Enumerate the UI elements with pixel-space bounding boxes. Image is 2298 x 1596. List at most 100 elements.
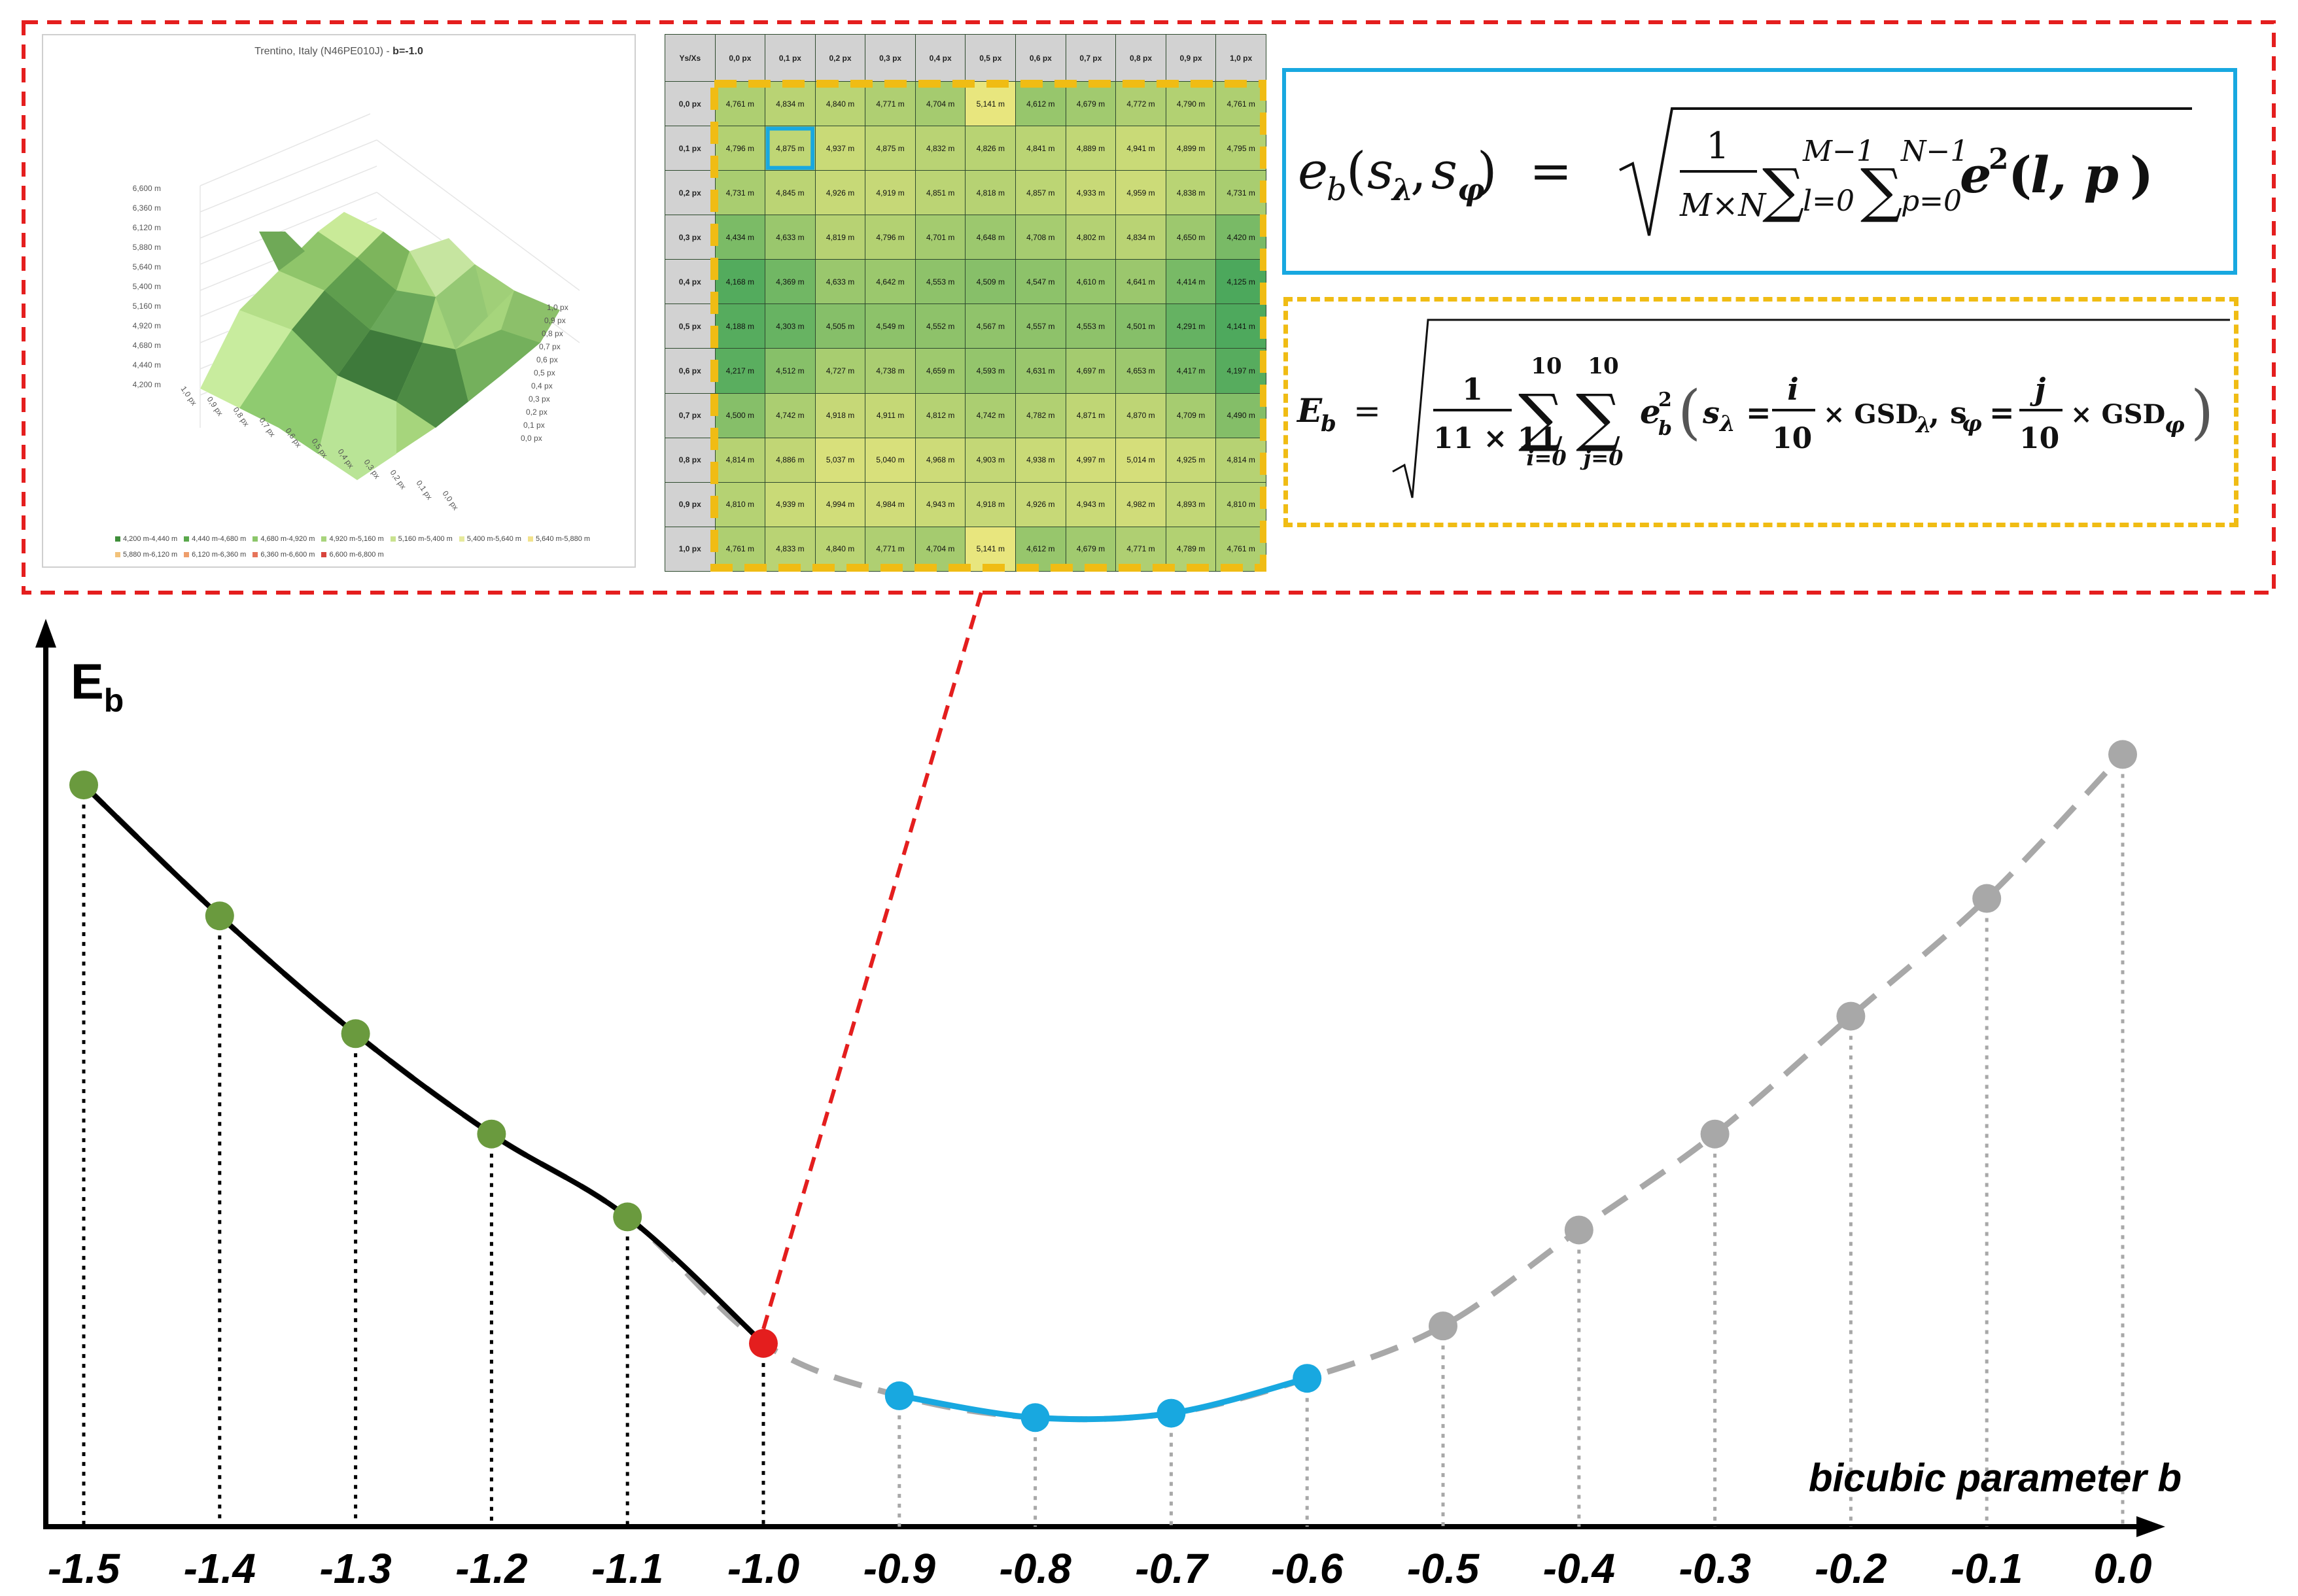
grid-cell: 4,845 m xyxy=(765,170,816,216)
surface-x-tick: 1,0 px xyxy=(547,303,568,312)
surface-plot: 6,600 m 6,360 m 6,120 m 5,880 m 5,640 m 5,400… xyxy=(133,113,580,512)
grid-row: 0,6 px 4,217 m 4,512 m 4,727 m 4,738 m 4,659 … xyxy=(665,348,1266,394)
grid-cell: 4,490 m xyxy=(1215,392,1266,438)
surface-y-tick: 0,1 px xyxy=(415,479,434,502)
data-point-grey xyxy=(2108,740,2137,769)
grid-cell: 4,567 m xyxy=(965,304,1017,349)
surface-x-tick: 0,2 px xyxy=(526,408,548,417)
legend-entry: 4,200 m-4,440 m xyxy=(115,531,177,547)
x-tick-label: -1.4 xyxy=(184,1545,256,1592)
grid-cell: 4,593 m xyxy=(965,348,1017,394)
legend-entry: 4,440 m-4,680 m xyxy=(184,531,246,547)
x-tick-label: -0.8 xyxy=(999,1545,1071,1592)
x-tick-label: -1.2 xyxy=(455,1545,527,1592)
interpolated-curve-dashed xyxy=(81,752,2125,1423)
grid-cell: 4,959 m xyxy=(1115,170,1166,216)
x-tick-label: -0.9 xyxy=(863,1545,936,1592)
Eb-formula-box: E b = 1 11 × 11 10 ∑ i=0 10 ∑ j=0 e 2 b … xyxy=(1283,297,2238,527)
legend-swatch xyxy=(527,536,533,542)
legend-entry: 5,640 m-5,880 m xyxy=(527,531,590,547)
x-tick-label: -0.7 xyxy=(1135,1545,1210,1592)
grid-cell: 4,886 m xyxy=(765,437,816,483)
grid-cell: 4,641 m xyxy=(1115,259,1166,305)
surface-x-tick: 0,9 px xyxy=(544,316,566,325)
surface-z-tick: 5,400 m xyxy=(133,282,161,291)
data-points xyxy=(69,740,2137,1432)
grid-cell: 4,704 m xyxy=(914,526,966,572)
grid-cell: 4,926 m xyxy=(814,170,866,216)
svg-text:j=0: j=0 xyxy=(1580,445,1624,470)
grid-cell: 4,742 m xyxy=(965,392,1017,438)
inset-frame xyxy=(22,20,2276,595)
grid-cell: 4,893 m xyxy=(1165,481,1217,527)
x-tick-label: -0.6 xyxy=(1271,1545,1344,1592)
grid-cell: 4,633 m xyxy=(814,259,866,305)
svg-text:(: ( xyxy=(1346,142,1366,201)
surface-x-tick: 0,8 px xyxy=(542,329,563,338)
grid-cell: 4,708 m xyxy=(1015,215,1066,260)
grid-cell: 4,939 m xyxy=(765,481,816,527)
grid-cell: 4,918 m xyxy=(814,392,866,438)
surface-z-tick: 6,120 m xyxy=(133,223,161,232)
surface-z-tick: 4,200 m xyxy=(133,380,161,389)
grid-cell: 4,826 m xyxy=(965,126,1017,171)
grid-row: 0,7 px 4,500 m 4,742 m 4,918 m 4,911 m 4,812 … xyxy=(665,392,1266,438)
legend-entry: 6,360 m-6,600 m xyxy=(252,547,315,563)
data-point-green xyxy=(205,901,234,931)
grid-cell: 4,938 m xyxy=(1015,437,1066,483)
x-tick-label: -0.2 xyxy=(1815,1545,1887,1592)
surface-x-tick: 0,3 px xyxy=(529,394,550,404)
svg-text:λ: λ xyxy=(1915,412,1932,438)
grid-cell: 4,818 m xyxy=(965,170,1017,216)
grid-cell: 4,761 m xyxy=(1215,526,1266,572)
surface-y-tick: 0,0 px xyxy=(441,489,461,512)
grid-cell: 4,761 m xyxy=(714,526,766,572)
svg-text:1: 1 xyxy=(1462,372,1483,407)
x-axis-label: bicubic parameter b xyxy=(1809,1456,2182,1500)
grid-cell: 4,631 m xyxy=(1015,348,1066,394)
surface-y-tick: 1,0 px xyxy=(179,385,199,408)
grid-cell: 4,553 m xyxy=(914,259,966,305)
grid-cell: 4,984 m xyxy=(865,481,916,527)
legend-entry: 5,160 m-5,400 m xyxy=(390,531,453,547)
grid-cell: 4,610 m xyxy=(1065,259,1117,305)
data-point-grey xyxy=(1836,1001,1866,1031)
legend-swatch xyxy=(321,536,327,542)
data-point-grey xyxy=(1564,1215,1593,1245)
legend-swatch xyxy=(115,552,120,558)
grid-cell: 4,417 m xyxy=(1165,348,1217,394)
grid-corner-header: Ys/Xs xyxy=(665,34,716,82)
grid-cell: 4,796 m xyxy=(865,215,916,260)
grid-row-header: 1,0 px xyxy=(665,526,716,572)
grid-cell: 4,188 m xyxy=(714,304,766,349)
grid-cell: 4,291 m xyxy=(1165,304,1217,349)
curves xyxy=(81,752,2125,1423)
x-tick-label: -1.3 xyxy=(319,1545,391,1592)
svg-text:b: b xyxy=(1321,411,1336,437)
grid-col-header: 0,5 px xyxy=(965,34,1017,82)
surface-x-tick: 0,7 px xyxy=(539,342,561,351)
legend-swatch xyxy=(252,552,258,558)
svg-text:11 × 11: 11 × 11 xyxy=(1433,422,1558,455)
surface-x-tick: 0,0 px xyxy=(521,434,542,443)
svg-text:2: 2 xyxy=(1989,143,2009,176)
grid-cell: 4,841 m xyxy=(1015,126,1066,171)
surface-z-tick: 4,920 m xyxy=(133,321,161,330)
svg-text:2: 2 xyxy=(1658,389,1672,411)
grid-cell: 4,899 m xyxy=(1165,126,1217,171)
svg-text:e: e xyxy=(1960,146,1991,204)
svg-text:e: e xyxy=(1640,392,1661,431)
legend-entry: 6,600 m-6,800 m xyxy=(321,547,384,563)
svg-text:b: b xyxy=(1327,171,1347,208)
grid-cell: 4,875 m xyxy=(865,126,916,171)
grid-cell: 4,509 m xyxy=(965,259,1017,305)
grid-cell: 4,709 m xyxy=(1165,392,1217,438)
grid-cell: 4,840 m xyxy=(814,80,866,127)
grid-row: 0,2 px 4,731 m 4,845 m 4,926 m 4,919 m 4,851 … xyxy=(665,170,1266,216)
svg-text:l, p: l, p xyxy=(2030,146,2119,204)
grid-cell: 5,040 m xyxy=(865,437,916,483)
grid-cell: 5,037 m xyxy=(814,437,866,483)
svg-text:l=0: l=0 xyxy=(1803,184,1854,218)
grid-cell: 4,903 m xyxy=(965,437,1017,483)
grid-cell: 5,141 m xyxy=(965,80,1017,127)
